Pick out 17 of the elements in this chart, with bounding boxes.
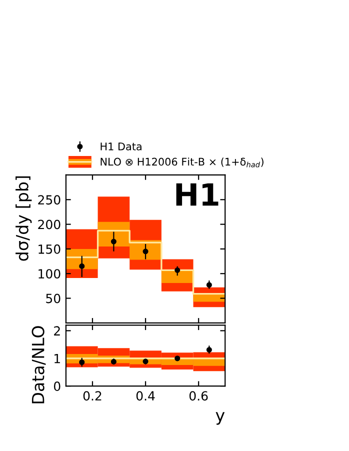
y-tick-label: 200 <box>38 220 60 230</box>
legend-label: NLO ⊗ H12006 Fit-B × (1+δ$_{had}$) <box>100 158 264 168</box>
annotation: H1 <box>176 183 218 206</box>
x-axis-title: y <box>216 412 225 425</box>
y-tick-label: 100 <box>38 269 60 279</box>
x-tick-label: 0.6 <box>189 391 208 401</box>
y-tick-label: 2 <box>54 326 60 336</box>
x-tick-label: 0.4 <box>136 391 155 401</box>
legend-label: H1 Data <box>100 142 142 150</box>
y-axis-title: Data/NLO <box>32 326 46 404</box>
y-tick-label: 150 <box>38 244 60 254</box>
x-tick-label: 0.2 <box>83 391 102 401</box>
y-tick-label: 50 <box>46 294 60 304</box>
y-axis-title: dσ/dy [pb] <box>16 176 32 261</box>
y-tick-label: 250 <box>38 195 60 205</box>
y-tick-label: 0 <box>54 382 60 391</box>
y-tick-label: 1 <box>54 354 60 364</box>
